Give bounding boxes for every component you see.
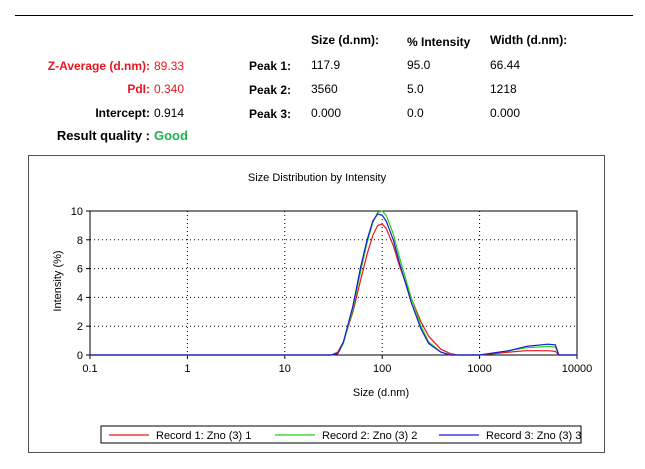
series-line-2: [90, 210, 577, 356]
x-tick-label: 10000: [562, 363, 593, 375]
x-tick-label: 10: [279, 363, 291, 375]
peak-3-size: 0.000: [311, 106, 342, 120]
z-average-label: Z-Average (d.nm):: [47, 59, 150, 73]
chart-title: Size Distribution by Intensity: [248, 172, 387, 184]
peak-2-size: 3560: [311, 82, 338, 96]
intercept-label: Intercept:: [95, 106, 150, 120]
y-tick-label: 4: [77, 292, 83, 304]
x-tick-label: 1000: [467, 363, 491, 375]
legend: Record 1: Zno (3) 1 Record 2: Zno (3) 2 …: [100, 425, 582, 444]
intercept-value: 0.914: [154, 106, 185, 120]
series-lines: [90, 210, 577, 356]
x-tick-label: 0.1: [82, 363, 97, 375]
header-width: Width (d.nm):: [490, 33, 568, 47]
peak-1-width: 66.44: [490, 58, 521, 72]
axis-ticks: 0.1 1 10 100 1000 10000 0 2 4 6 8 10: [71, 206, 593, 375]
chart-panel: Size Distribution by Intensity Intensity…: [28, 155, 605, 453]
y-axis-label: Intensity (%): [52, 250, 64, 311]
peak-1-size: 117.9: [311, 58, 341, 72]
header-size: Size (d.nm):: [311, 33, 379, 47]
peak-1-label: Peak 1:: [249, 59, 292, 73]
size-distribution-chart: Size Distribution by Intensity Intensity…: [52, 172, 593, 444]
peak-2-intensity: 5.0: [407, 82, 424, 96]
y-tick-label: 10: [71, 206, 83, 218]
top-divider: [15, 15, 633, 16]
y-tick-label: 2: [77, 321, 83, 333]
pdi-value: 0.340: [154, 82, 185, 96]
result-quality-label: Result quality :: [56, 128, 150, 143]
y-tick-label: 8: [77, 235, 83, 247]
peak-3-label: Peak 3:: [249, 107, 292, 121]
result-quality-value: Good: [154, 128, 188, 143]
legend-entry-1: Record 1: Zno (3) 1: [156, 430, 251, 442]
peak-2-width: 1218: [490, 82, 517, 96]
header-intensity: % Intensity: [407, 35, 471, 49]
z-average-value: 89.33: [154, 59, 185, 73]
x-tick-label: 1: [184, 363, 190, 375]
y-tick-label: 0: [77, 350, 83, 362]
peak-3-intensity: 0.0: [407, 106, 424, 120]
x-axis-label: Size (d.nm): [353, 387, 409, 399]
series-line-3: [90, 213, 577, 356]
series-line-1: [90, 223, 577, 356]
peak-1-intensity: 95.0: [407, 58, 431, 72]
grid-lines: [90, 211, 577, 355]
peak-3-width: 0.000: [490, 106, 521, 120]
legend-entry-2: Record 2: Zno (3) 2: [322, 430, 417, 442]
plot-frame: [89, 210, 578, 356]
pdi-label: PdI:: [127, 82, 150, 96]
x-tick-label: 100: [373, 363, 391, 375]
peak-2-label: Peak 2:: [249, 83, 292, 97]
legend-entry-3: Record 3: Zno (3) 3: [486, 430, 581, 442]
legend-box: [100, 425, 582, 444]
y-tick-label: 6: [77, 264, 83, 276]
